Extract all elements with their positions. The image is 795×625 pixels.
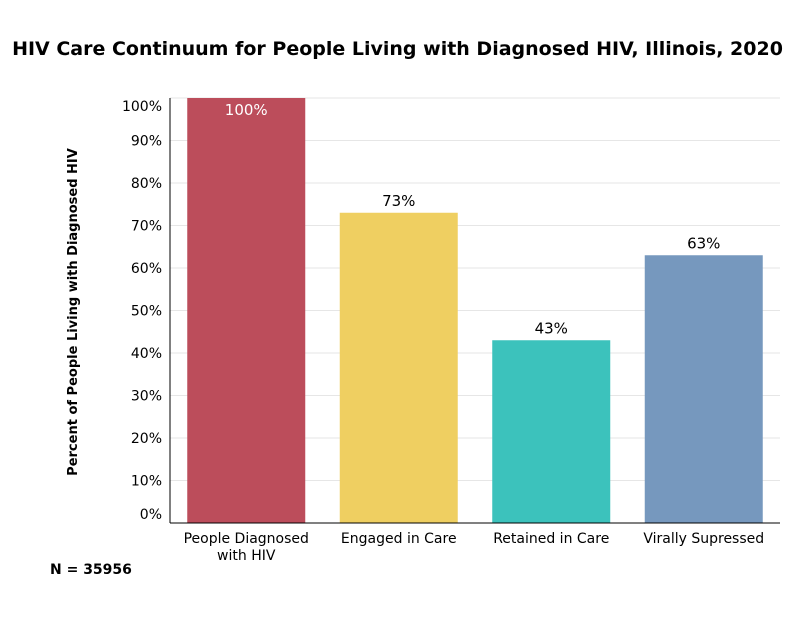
bar	[187, 98, 306, 523]
x-category-label: Virally Supressed	[643, 531, 764, 547]
data-label: 73%	[382, 192, 415, 210]
bars: 100% 73% 43% 63%	[187, 98, 763, 523]
x-category-label: Engaged in Care	[341, 531, 457, 547]
y-tick-label: 20%	[131, 431, 162, 447]
y-tick-label: 90%	[131, 134, 162, 150]
y-tick-label: 70%	[131, 219, 162, 235]
y-tick-label: 0%	[140, 507, 162, 523]
bar	[644, 255, 763, 523]
bar	[492, 340, 611, 523]
data-label: 43%	[535, 319, 568, 337]
y-tick-label: 10%	[131, 474, 162, 490]
y-tick-label: 50%	[131, 304, 162, 320]
bar	[339, 212, 458, 523]
y-tick-label: 40%	[131, 346, 162, 362]
data-label: 100%	[225, 101, 268, 119]
y-tick-label: 30%	[131, 389, 162, 405]
x-category-label: People Diagnosed	[184, 531, 309, 547]
y-tick-label: 100%	[122, 99, 162, 115]
data-label: 63%	[687, 234, 720, 252]
y-tick-label: 60%	[131, 261, 162, 277]
sample-size-note: N = 35956	[50, 562, 132, 578]
x-category-label: Retained in Care	[493, 531, 609, 547]
chart-title: HIV Care Continuum for People Living wit…	[12, 38, 783, 60]
x-category-label: with HIV	[217, 548, 276, 564]
y-axis-title: Percent of People Living with Diagnosed …	[66, 148, 81, 476]
y-tick-label: 80%	[131, 176, 162, 192]
axes: 0% 10% 20% 30% 40% 50% 60% 70% 80% 90% 100% People …	[122, 98, 780, 564]
